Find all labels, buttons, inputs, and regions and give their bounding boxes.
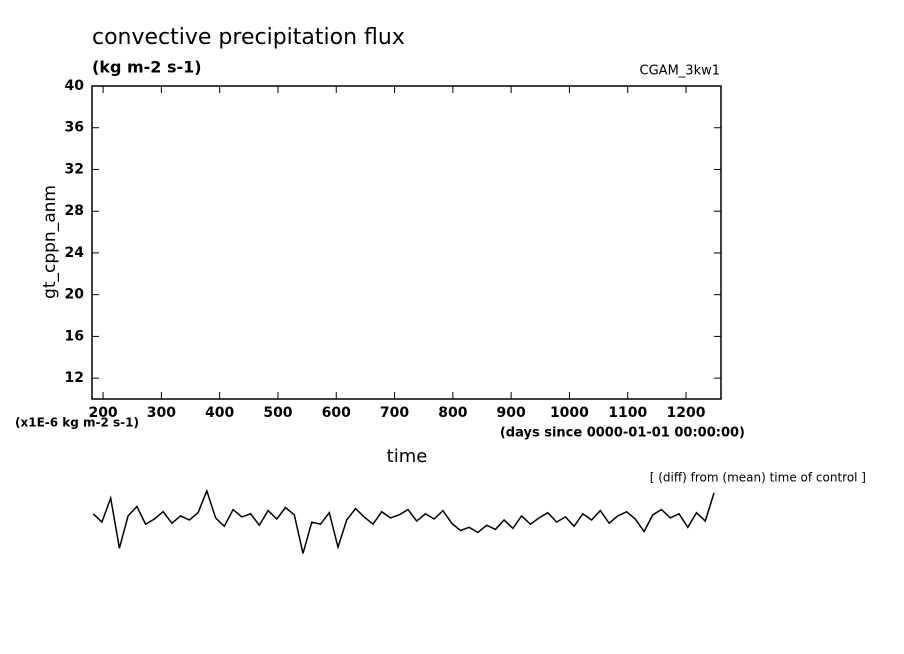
y-axis-label: gt_cppn_anm <box>40 185 60 299</box>
x-tick-label: 700 <box>380 405 409 421</box>
x-tick-label: 300 <box>147 405 176 421</box>
x-tick-label: 1100 <box>608 405 647 421</box>
x-units: (days since 0000-01-01 00:00:00) <box>500 426 745 441</box>
chart-title: convective precipitation flux <box>92 25 405 50</box>
subtitle: (kg m-2 s-1) <box>92 58 202 77</box>
x-tick-label: 1000 <box>550 405 589 421</box>
y-tick-label: 24 <box>65 245 85 261</box>
x-tick-label: 400 <box>205 405 234 421</box>
x-tick-label: 1200 <box>667 405 706 421</box>
x-tick-label: 600 <box>322 405 351 421</box>
y-tick-label: 28 <box>65 203 84 219</box>
y-units: (x1E-6 kg m-2 s-1) <box>15 416 139 430</box>
y-tick-label: 32 <box>65 161 84 177</box>
x-axis-label: time <box>387 446 428 467</box>
x-tick-label: 500 <box>263 405 292 421</box>
y-tick-label: 36 <box>65 120 84 136</box>
label-right: CGAM_3kw1 <box>640 64 720 79</box>
y-tick-label: 20 <box>65 287 85 303</box>
data-line <box>92 488 715 554</box>
y-tick-label: 16 <box>65 328 84 344</box>
y-tick-label: 40 <box>65 78 85 94</box>
y-tick-label: 12 <box>65 370 84 386</box>
x-tick-label: 900 <box>497 405 526 421</box>
x-tick-label: 800 <box>438 405 467 421</box>
x-tick-label: 200 <box>88 405 117 421</box>
annotation: [ (diff) from (mean) time of control ] <box>650 471 866 485</box>
plot-frame <box>91 85 722 400</box>
